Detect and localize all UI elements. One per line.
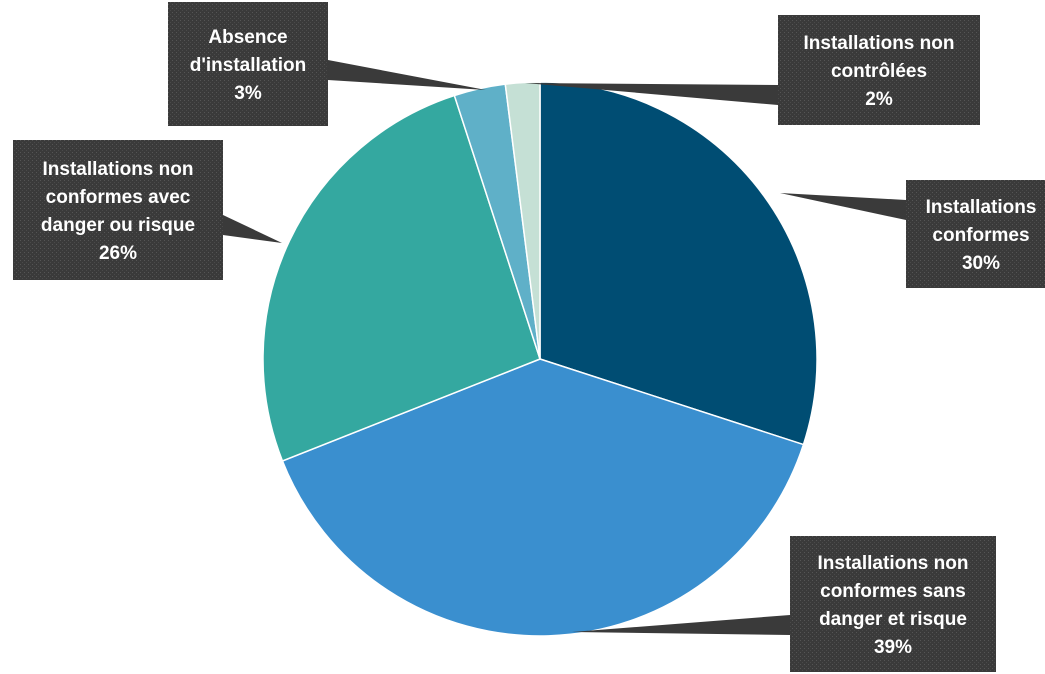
data-label-box xyxy=(790,536,996,672)
pie-slice-5 xyxy=(504,81,541,360)
data-label-box xyxy=(13,140,223,280)
pie-slice-3 xyxy=(262,94,541,462)
data-label-text: Installations xyxy=(926,197,1037,218)
leader-line-3 xyxy=(223,215,282,243)
data-label-text: contrôlées xyxy=(831,61,927,82)
data-label-text: conformes xyxy=(932,225,1029,246)
data-label-percent: 26% xyxy=(99,243,137,264)
leader-line-1 xyxy=(780,193,906,220)
data-label-percent: 3% xyxy=(234,83,262,104)
pie-slices xyxy=(262,81,818,637)
data-label-text: danger ou risque xyxy=(41,215,195,236)
data-label-text: Absence xyxy=(208,27,287,48)
data-label-2: Installations non conformes sans danger et… xyxy=(790,536,996,672)
data-label-text: Installations non xyxy=(818,553,969,574)
data-label-box xyxy=(778,15,980,125)
leader-line-2 xyxy=(572,615,790,635)
data-label-text: danger et risque xyxy=(819,609,967,630)
data-labels: Installations conformes 30% Installations n… xyxy=(13,2,1045,672)
data-label-text: Installations non xyxy=(804,33,955,54)
leader-line-4 xyxy=(328,60,486,90)
pie-slice-2 xyxy=(281,358,805,637)
leader-line-5 xyxy=(525,83,778,105)
data-label-text: conformes sans xyxy=(820,581,966,602)
data-label-text: conformes avec xyxy=(46,187,191,208)
data-label-3: Installations non conformes avec danger ou… xyxy=(13,140,223,280)
data-label-text: Installations non xyxy=(43,159,194,180)
data-label-text: d'installation xyxy=(190,55,306,76)
data-label-percent: 30% xyxy=(962,253,1000,274)
leader-lines xyxy=(223,60,906,635)
data-label-1: Installations conformes 30% xyxy=(906,180,1045,288)
data-label-percent: 2% xyxy=(865,89,893,110)
data-label-percent: 39% xyxy=(874,637,912,658)
data-label-4: Absence d'installation 3% xyxy=(168,2,328,126)
data-label-5: Installations non contrôlées 2% xyxy=(778,15,980,125)
data-label-box xyxy=(168,2,328,126)
data-label-box xyxy=(906,180,1045,288)
pie-slice-1 xyxy=(539,81,818,446)
